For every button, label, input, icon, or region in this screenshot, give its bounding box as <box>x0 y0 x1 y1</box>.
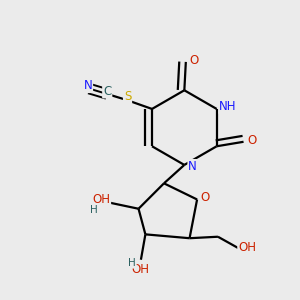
Text: O: O <box>201 190 210 204</box>
Text: H: H <box>128 258 136 268</box>
Text: OH: OH <box>92 193 110 206</box>
Text: C: C <box>103 85 111 98</box>
Text: OH: OH <box>131 263 149 276</box>
Text: S: S <box>124 90 131 103</box>
Text: H: H <box>90 205 98 215</box>
Text: OH: OH <box>238 241 256 254</box>
Text: N: N <box>188 160 197 173</box>
Text: N: N <box>83 79 92 92</box>
Text: O: O <box>190 54 199 67</box>
Text: NH: NH <box>219 100 237 113</box>
Text: O: O <box>248 134 257 147</box>
